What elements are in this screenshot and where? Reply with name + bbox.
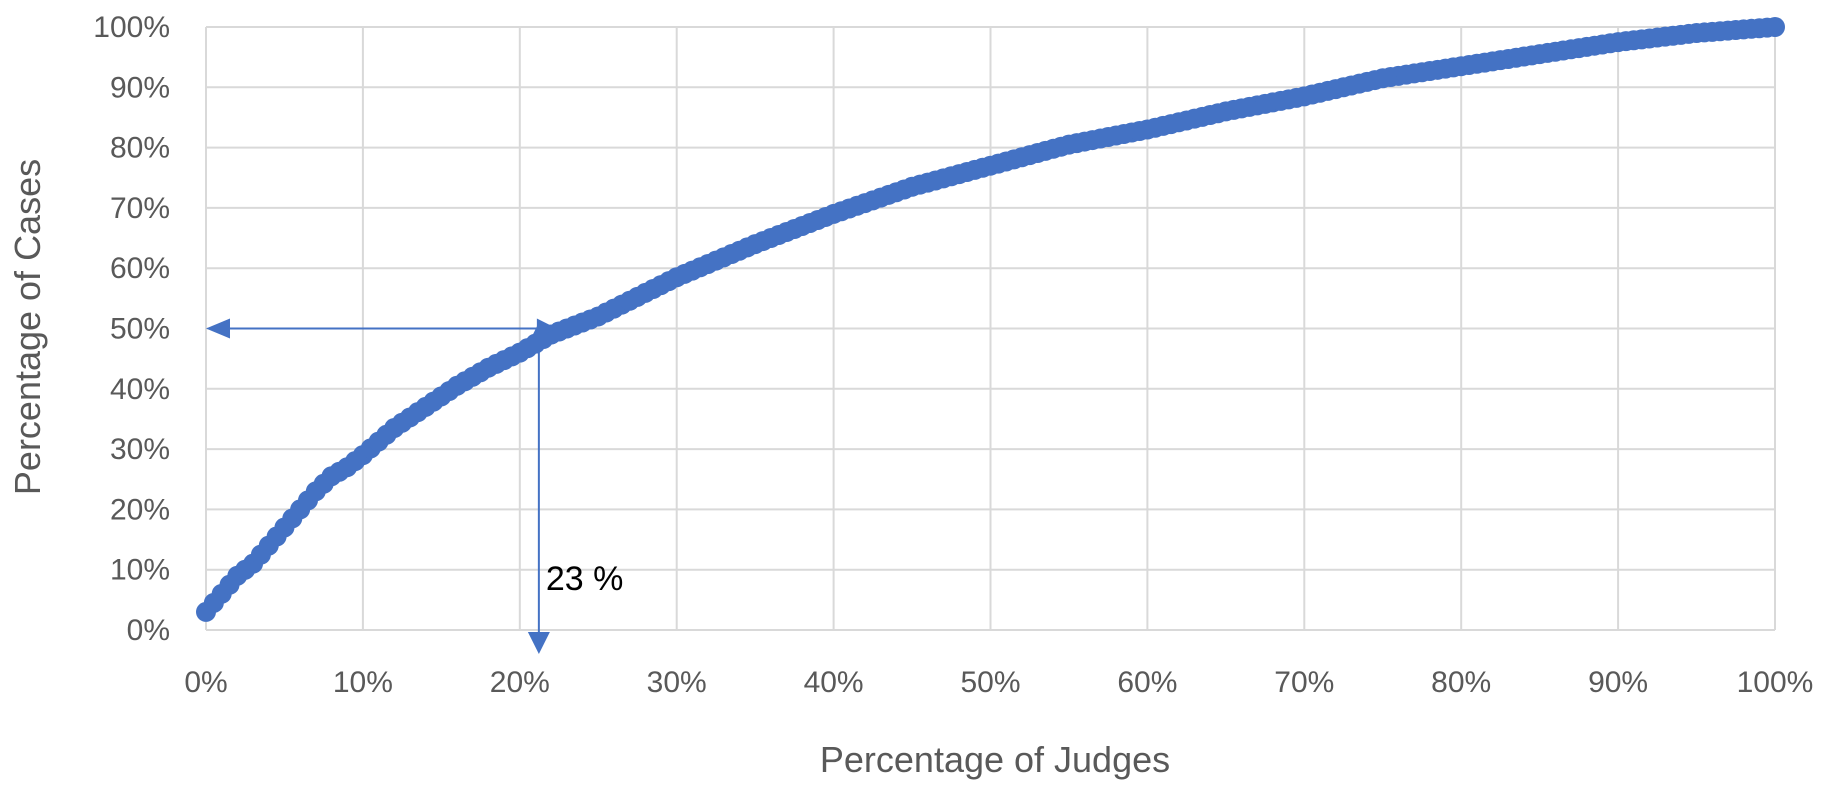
x-axis-title: Percentage of Judges [820, 739, 1170, 780]
left-arrowhead [206, 318, 230, 339]
y-tick-label: 40% [110, 373, 170, 406]
y-tick-label: 90% [110, 71, 170, 104]
x-tick-label: 70% [1274, 666, 1334, 699]
y-tick-label: 70% [110, 192, 170, 225]
x-tick-label: 40% [804, 666, 864, 699]
x-tick-label: 60% [1117, 666, 1177, 699]
y-tick-label: 50% [110, 313, 170, 346]
x-tick-label: 10% [333, 666, 393, 699]
y-axis-ticks: 0% 10% 20% 30% 40% 50% 60% 70% 80% 90% 100% [93, 11, 170, 647]
y-tick-label: 100% [93, 11, 170, 44]
data-point [1765, 17, 1785, 37]
annotation-arrows: 23 % [206, 318, 624, 654]
x-tick-label: 20% [490, 666, 550, 699]
annotation-label: 23 % [546, 560, 624, 598]
data-series [196, 17, 1785, 622]
up-arrowhead [527, 322, 550, 345]
x-tick-label: 90% [1588, 666, 1648, 699]
x-tick-label: 50% [960, 666, 1020, 699]
y-tick-label: 60% [110, 252, 170, 285]
x-axis-ticks: 0% 10% 20% 30% 40% 50% 60% 70% 80% 90% 100% [184, 666, 1813, 699]
x-tick-label: 100% [1737, 666, 1814, 699]
x-tick-label: 0% [184, 666, 227, 699]
x-tick-label: 30% [647, 666, 707, 699]
y-axis-title: Percentage of Cases [7, 159, 48, 495]
y-tick-label: 30% [110, 433, 170, 466]
x-tick-label: 80% [1431, 666, 1491, 699]
down-arrowhead [527, 632, 550, 654]
y-tick-label: 20% [110, 493, 170, 526]
y-tick-label: 0% [127, 614, 170, 647]
y-tick-label: 10% [110, 554, 170, 587]
y-tick-label: 80% [110, 132, 170, 165]
